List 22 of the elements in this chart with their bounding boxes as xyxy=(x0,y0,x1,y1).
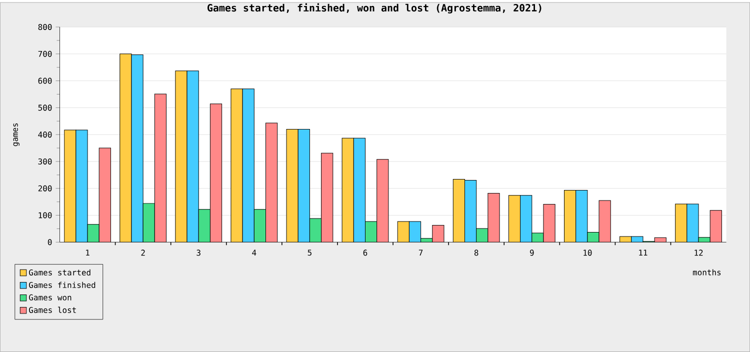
bar xyxy=(710,210,722,242)
bar xyxy=(376,159,388,242)
bar xyxy=(154,94,166,242)
chart-title: Games started, finished, won and lost (Agrostemma, 2021) xyxy=(208,3,542,14)
bar xyxy=(432,225,444,242)
bar xyxy=(187,70,199,242)
bar xyxy=(76,130,88,242)
bar xyxy=(242,88,254,242)
bar xyxy=(99,148,111,242)
bar xyxy=(298,129,310,242)
bar xyxy=(576,190,588,242)
bar xyxy=(210,104,222,242)
bar xyxy=(599,200,611,242)
bar xyxy=(131,54,144,242)
bar xyxy=(409,221,421,242)
bar xyxy=(520,195,532,242)
bar xyxy=(266,123,278,242)
bar xyxy=(543,204,556,242)
bar xyxy=(488,193,500,242)
bar xyxy=(321,153,333,242)
bar xyxy=(464,180,476,242)
bar xyxy=(354,138,366,242)
